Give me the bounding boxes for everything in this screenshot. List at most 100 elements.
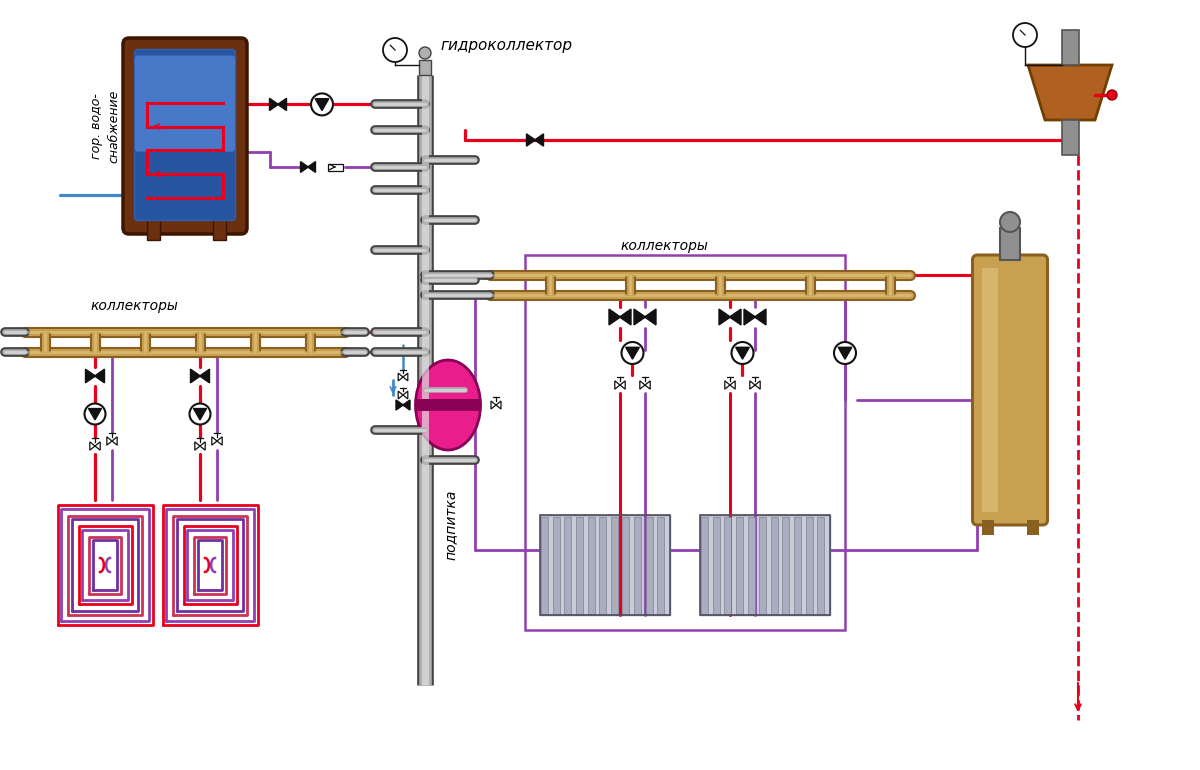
Circle shape bbox=[732, 342, 754, 364]
Circle shape bbox=[190, 403, 210, 424]
Bar bbox=[1062, 30, 1079, 65]
Polygon shape bbox=[1028, 65, 1112, 120]
Circle shape bbox=[1106, 90, 1117, 100]
Bar bbox=[736, 517, 743, 614]
Polygon shape bbox=[200, 442, 205, 450]
Bar bbox=[148, 220, 160, 240]
Polygon shape bbox=[300, 162, 308, 172]
Bar bbox=[214, 220, 226, 240]
Bar bbox=[564, 517, 571, 614]
Polygon shape bbox=[403, 391, 408, 399]
Bar bbox=[700, 515, 830, 615]
Polygon shape bbox=[85, 369, 95, 383]
Polygon shape bbox=[646, 381, 650, 389]
Ellipse shape bbox=[415, 360, 480, 450]
Polygon shape bbox=[90, 442, 95, 450]
Polygon shape bbox=[736, 347, 749, 359]
Polygon shape bbox=[112, 437, 118, 445]
Bar bbox=[553, 517, 559, 614]
Bar bbox=[588, 517, 594, 614]
Bar bbox=[599, 517, 606, 614]
Circle shape bbox=[419, 47, 431, 59]
Bar bbox=[817, 517, 824, 614]
Bar bbox=[576, 517, 583, 614]
Bar bbox=[782, 517, 790, 614]
Bar bbox=[805, 517, 812, 614]
Polygon shape bbox=[89, 409, 102, 420]
Text: гор. водо-
снабжение: гор. водо- снабжение bbox=[90, 90, 120, 163]
Polygon shape bbox=[316, 99, 329, 111]
Polygon shape bbox=[270, 99, 278, 111]
Bar bbox=[983, 268, 998, 512]
Polygon shape bbox=[95, 442, 101, 450]
Bar bbox=[524, 255, 845, 630]
Polygon shape bbox=[634, 309, 646, 325]
Polygon shape bbox=[496, 401, 500, 409]
Polygon shape bbox=[640, 381, 646, 389]
Bar bbox=[760, 517, 766, 614]
Polygon shape bbox=[403, 373, 408, 381]
Circle shape bbox=[834, 342, 856, 364]
Bar bbox=[794, 517, 800, 614]
Polygon shape bbox=[277, 99, 287, 111]
Bar bbox=[611, 517, 618, 614]
Polygon shape bbox=[212, 437, 217, 445]
Bar bbox=[701, 517, 708, 614]
Polygon shape bbox=[194, 442, 200, 450]
Polygon shape bbox=[619, 309, 631, 325]
Polygon shape bbox=[398, 391, 403, 399]
Bar bbox=[725, 517, 731, 614]
FancyBboxPatch shape bbox=[972, 255, 1048, 525]
Polygon shape bbox=[750, 381, 755, 389]
Bar bbox=[658, 517, 664, 614]
Bar bbox=[983, 520, 995, 535]
Bar bbox=[1062, 120, 1079, 155]
Polygon shape bbox=[719, 309, 731, 325]
Polygon shape bbox=[95, 369, 104, 383]
Polygon shape bbox=[644, 309, 656, 325]
Circle shape bbox=[1013, 23, 1037, 47]
Bar bbox=[1027, 520, 1039, 535]
Text: гидроколлектор: гидроколлектор bbox=[440, 38, 572, 52]
Bar bbox=[541, 517, 548, 614]
Polygon shape bbox=[838, 347, 852, 359]
Bar bbox=[713, 517, 720, 614]
Polygon shape bbox=[193, 409, 206, 420]
Polygon shape bbox=[614, 381, 620, 389]
Polygon shape bbox=[608, 309, 620, 325]
Bar bbox=[540, 515, 670, 615]
Polygon shape bbox=[625, 347, 640, 359]
Polygon shape bbox=[199, 369, 210, 383]
Bar bbox=[634, 517, 641, 614]
Bar bbox=[328, 163, 342, 170]
Polygon shape bbox=[620, 381, 625, 389]
Polygon shape bbox=[730, 381, 736, 389]
Polygon shape bbox=[403, 400, 410, 410]
Bar bbox=[700, 515, 830, 615]
Polygon shape bbox=[527, 134, 535, 146]
Polygon shape bbox=[398, 373, 403, 381]
Circle shape bbox=[311, 93, 334, 116]
Text: подпитка: подпитка bbox=[444, 490, 458, 561]
Circle shape bbox=[1000, 212, 1020, 232]
Polygon shape bbox=[755, 381, 760, 389]
Polygon shape bbox=[535, 134, 544, 146]
FancyBboxPatch shape bbox=[124, 38, 247, 234]
Bar bbox=[623, 517, 629, 614]
Bar bbox=[419, 60, 431, 75]
Bar bbox=[415, 399, 480, 411]
Polygon shape bbox=[396, 400, 403, 410]
Circle shape bbox=[383, 38, 407, 62]
Bar bbox=[646, 517, 653, 614]
Text: коллекторы: коллекторы bbox=[90, 299, 178, 313]
Polygon shape bbox=[755, 309, 766, 325]
FancyBboxPatch shape bbox=[134, 49, 235, 220]
Polygon shape bbox=[307, 162, 316, 172]
Circle shape bbox=[622, 342, 643, 364]
Polygon shape bbox=[730, 309, 740, 325]
Polygon shape bbox=[191, 369, 200, 383]
Bar bbox=[748, 517, 755, 614]
Circle shape bbox=[84, 403, 106, 424]
Bar bbox=[540, 515, 670, 615]
FancyBboxPatch shape bbox=[136, 55, 235, 152]
